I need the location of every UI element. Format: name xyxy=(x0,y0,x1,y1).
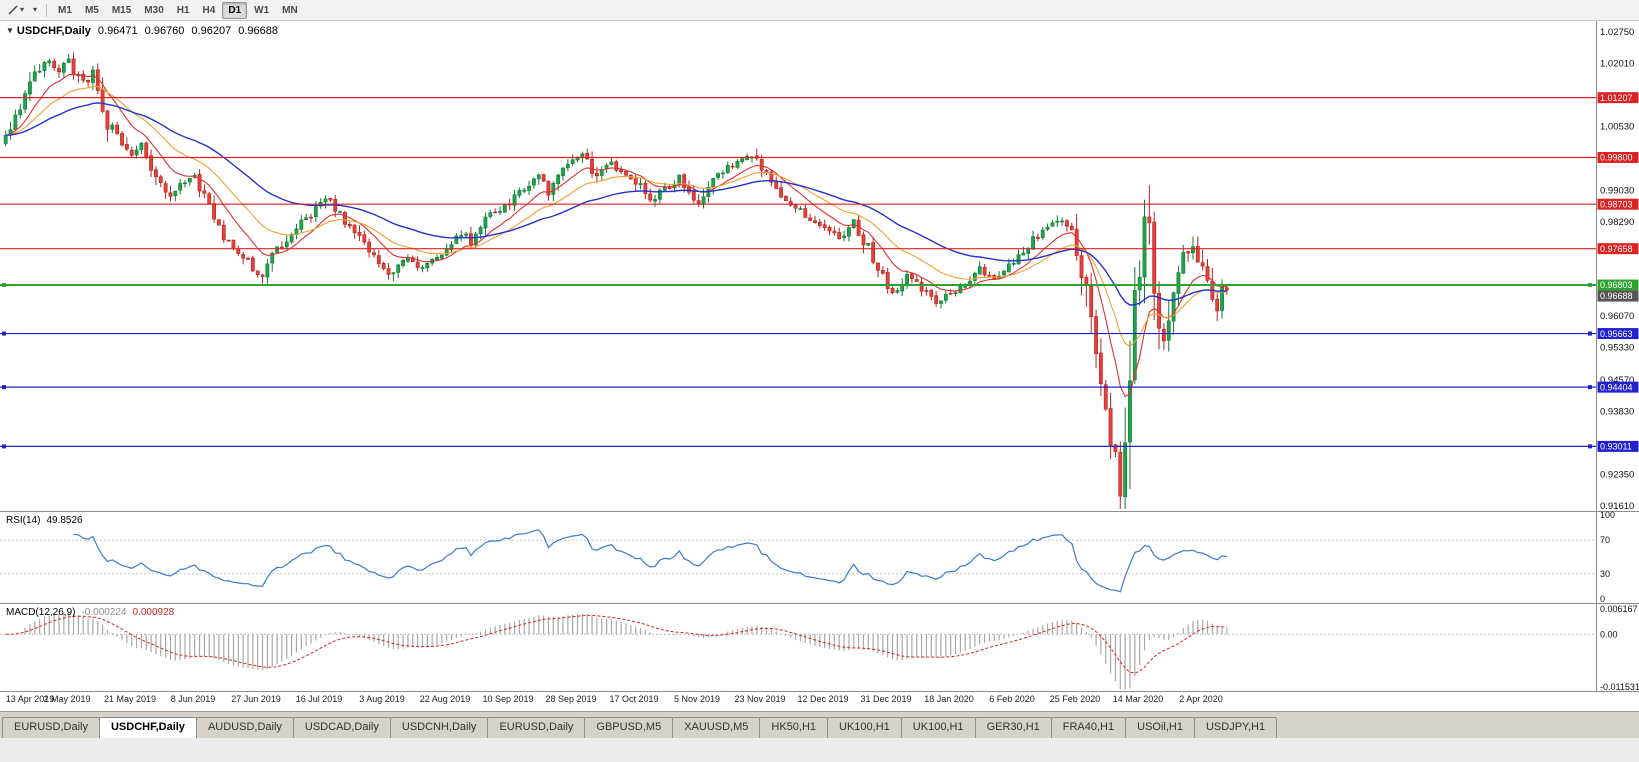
svg-text:0.00: 0.00 xyxy=(1600,629,1618,639)
svg-text:16 Jul 2019: 16 Jul 2019 xyxy=(296,694,343,704)
svg-text:17 Oct 2019: 17 Oct 2019 xyxy=(609,694,658,704)
symbol-tab-gbpusd-m5[interactable]: GBPUSD,M5 xyxy=(584,716,674,738)
svg-text:2 May 2019: 2 May 2019 xyxy=(43,694,90,704)
symbol-tab-usdcad-daily[interactable]: USDCAD,Daily xyxy=(292,716,391,738)
toolbar-separator xyxy=(46,3,48,17)
svg-text:6 Feb 2020: 6 Feb 2020 xyxy=(989,694,1035,704)
chart-background xyxy=(0,21,1639,711)
candlesticks xyxy=(3,52,1229,509)
line-tool-icon xyxy=(8,5,18,15)
svg-text:13 Apr 2019: 13 Apr 2019 xyxy=(6,694,55,704)
svg-text:0.94570: 0.94570 xyxy=(1600,375,1634,386)
svg-text:0.95330: 0.95330 xyxy=(1600,343,1634,354)
svg-text:21 May 2019: 21 May 2019 xyxy=(104,694,156,704)
svg-text:100: 100 xyxy=(1600,510,1615,520)
svg-text:0.94404: 0.94404 xyxy=(1600,382,1633,392)
svg-text:5 Nov 2019: 5 Nov 2019 xyxy=(674,694,720,704)
horizontal-level-lines[interactable] xyxy=(0,97,1596,449)
price-axis[interactable]: 1.02750 1.02010 1.00530 0.99030 0.98290 0.960… xyxy=(1597,27,1639,692)
rsi-pane xyxy=(0,529,1596,593)
timeframe-button-group: M1 M5 M15 M30 H1 H4 D1 W1 MN xyxy=(52,1,304,19)
timeframe-button-m15[interactable]: M15 xyxy=(111,4,132,16)
chart-canvas[interactable]: 1.02750 1.02010 1.00530 0.99030 0.98290 0.960… xyxy=(0,21,1639,711)
svg-text:1.02750: 1.02750 xyxy=(1600,27,1634,38)
symbol-tab-bar: EURUSD,Daily USDCHF,Daily AUDUSD,Daily USDC… xyxy=(0,711,1639,738)
line-studies-button[interactable]: ▾ xyxy=(3,2,28,18)
svg-text:18 Jan 2020: 18 Jan 2020 xyxy=(924,694,974,704)
pane-separators xyxy=(0,21,1639,692)
svg-text:0.95663: 0.95663 xyxy=(1600,329,1633,339)
svg-text:1.00530: 1.00530 xyxy=(1600,121,1634,132)
svg-text:3 Aug 2019: 3 Aug 2019 xyxy=(359,694,405,704)
svg-text:70: 70 xyxy=(1600,535,1610,545)
svg-text:1.01207: 1.01207 xyxy=(1600,93,1633,103)
timeframe-button-m5[interactable]: M5 xyxy=(84,4,99,16)
symbol-tab-fra40-h1[interactable]: FRA40,H1 xyxy=(1050,716,1127,738)
symbol-tab-usdcnh-daily[interactable]: USDCNH,Daily xyxy=(389,716,489,738)
svg-text:0.96688: 0.96688 xyxy=(1600,291,1633,301)
svg-text:12 Dec 2019: 12 Dec 2019 xyxy=(797,694,848,704)
symbol-tab-eurusd-daily[interactable]: EURUSD,Daily xyxy=(487,716,586,738)
svg-text:0.93830: 0.93830 xyxy=(1600,407,1634,418)
svg-text:14 Mar 2020: 14 Mar 2020 xyxy=(1113,694,1164,704)
symbol-tab-uk100-h1[interactable]: UK100,H1 xyxy=(827,716,902,738)
svg-text:-0.011531: -0.011531 xyxy=(1600,682,1639,692)
svg-text:28 Sep 2019: 28 Sep 2019 xyxy=(545,694,596,704)
timeframe-button-h1[interactable]: H1 xyxy=(176,4,190,16)
svg-text:22 Aug 2019: 22 Aug 2019 xyxy=(420,694,471,704)
chart-area[interactable]: 1.02750 1.02010 1.00530 0.99030 0.98290 0.960… xyxy=(0,21,1639,711)
svg-text:0.96070: 0.96070 xyxy=(1600,311,1634,322)
svg-text:8 Jun 2019: 8 Jun 2019 xyxy=(171,694,216,704)
symbol-tab-audusd-daily[interactable]: AUDUSD,Daily xyxy=(195,716,294,738)
svg-text:0.96803: 0.96803 xyxy=(1600,280,1633,290)
toolbar: ▾ ▾ M1 M5 M15 M30 H1 H4 D1 W1 MN xyxy=(0,0,1639,21)
timeframe-button-mn[interactable]: MN xyxy=(282,4,298,16)
svg-text:0.93011: 0.93011 xyxy=(1600,442,1632,452)
svg-text:0.98290: 0.98290 xyxy=(1600,217,1634,228)
svg-text:0.97658: 0.97658 xyxy=(1600,244,1633,254)
svg-text:0.92350: 0.92350 xyxy=(1600,470,1634,481)
symbol-tab-usdchf-daily[interactable]: USDCHF,Daily xyxy=(98,716,197,738)
caret-down-icon: ▾ xyxy=(20,5,25,14)
symbol-tab-usoil-h1[interactable]: USOil,H1 xyxy=(1125,716,1195,738)
timeframe-button-w1[interactable]: W1 xyxy=(254,4,270,16)
symbol-tab-usdjpy-h1[interactable]: USDJPY,H1 xyxy=(1193,716,1278,738)
svg-text:1.02010: 1.02010 xyxy=(1600,58,1634,69)
timeframe-button-m30[interactable]: M30 xyxy=(144,4,164,16)
macd-pane xyxy=(0,612,1596,689)
timeframe-button-m1[interactable]: M1 xyxy=(58,4,72,16)
timeframe-button-h4[interactable]: H4 xyxy=(202,4,216,16)
svg-text:25 Feb 2020: 25 Feb 2020 xyxy=(1050,694,1101,704)
svg-text:31 Dec 2019: 31 Dec 2019 xyxy=(860,694,911,704)
svg-text:23 Nov 2019: 23 Nov 2019 xyxy=(734,694,785,704)
svg-text:2 Apr 2020: 2 Apr 2020 xyxy=(1179,694,1223,704)
svg-text:0.99030: 0.99030 xyxy=(1600,185,1634,196)
symbol-tab-ger30-h1[interactable]: GER30,H1 xyxy=(974,716,1052,738)
symbol-tab-uk100-h1[interactable]: UK100,H1 xyxy=(900,716,976,738)
svg-text:27 Jun 2019: 27 Jun 2019 xyxy=(231,694,281,704)
moving-averages xyxy=(5,73,1227,398)
svg-text:0.98703: 0.98703 xyxy=(1600,199,1633,209)
symbol-tab-hk50-h1[interactable]: HK50,H1 xyxy=(759,716,829,738)
svg-text:10 Sep 2019: 10 Sep 2019 xyxy=(482,694,533,704)
symbol-tab-eurusd-daily[interactable]: EURUSD,Daily xyxy=(2,716,100,738)
chart-objects-dropdown-button[interactable]: ▾ xyxy=(29,4,41,16)
svg-text:0.91610: 0.91610 xyxy=(1600,501,1634,512)
svg-text:0.99800: 0.99800 xyxy=(1600,153,1633,163)
svg-text:30: 30 xyxy=(1600,569,1610,579)
svg-text:0: 0 xyxy=(1600,594,1605,604)
caret-down-icon: ▾ xyxy=(33,5,38,14)
symbol-tab-xauusd-m5[interactable]: XAUUSD,M5 xyxy=(672,716,761,738)
timeframe-button-d1[interactable]: D1 xyxy=(222,1,248,19)
svg-text:0.006167: 0.006167 xyxy=(1600,604,1638,614)
window-filler xyxy=(0,738,1639,762)
